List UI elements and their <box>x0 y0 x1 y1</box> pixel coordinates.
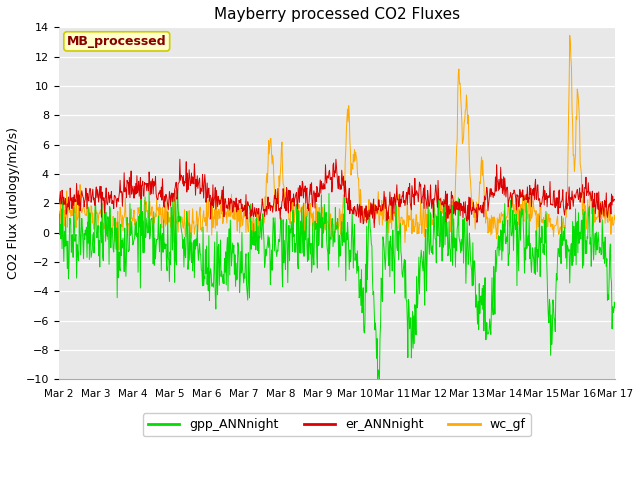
Text: MB_processed: MB_processed <box>67 35 166 48</box>
Legend: gpp_ANNnight, er_ANNnight, wc_gf: gpp_ANNnight, er_ANNnight, wc_gf <box>143 413 531 436</box>
Y-axis label: CO2 Flux (urology/m2/s): CO2 Flux (urology/m2/s) <box>7 127 20 279</box>
Title: Mayberry processed CO2 Fluxes: Mayberry processed CO2 Fluxes <box>214 7 460 22</box>
